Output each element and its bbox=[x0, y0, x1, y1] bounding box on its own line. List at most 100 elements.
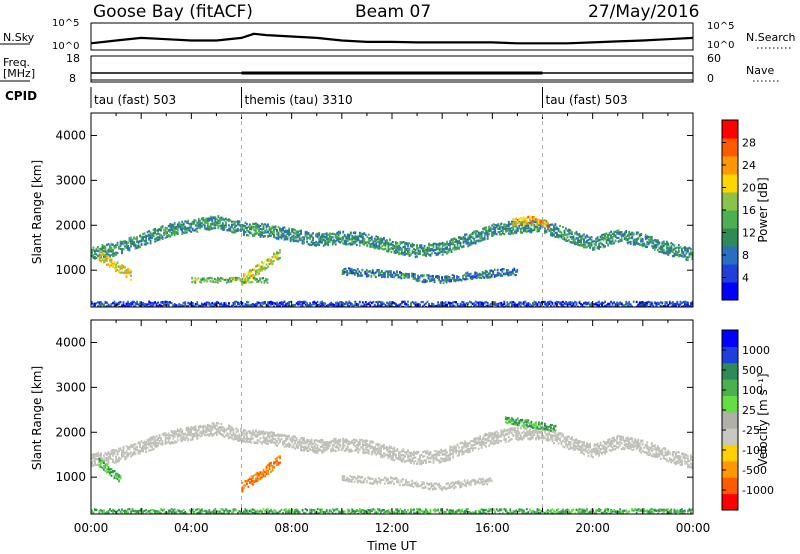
power-echo-cell bbox=[691, 252, 693, 255]
power-echo-cell bbox=[481, 271, 484, 274]
power-echo-cell bbox=[208, 227, 211, 230]
power-echo-cell bbox=[104, 259, 107, 262]
velocity-echo-cell bbox=[130, 445, 132, 448]
power-echo-cell bbox=[536, 228, 539, 231]
power-echo-cell bbox=[553, 305, 555, 307]
power-echo-cell bbox=[684, 249, 686, 252]
power-echo-cell bbox=[243, 229, 245, 232]
power-echo-cell bbox=[164, 300, 167, 303]
power-echo-cell bbox=[131, 243, 134, 246]
cpid-modes: tau (fast) 503 themis (tau) 3310 tau (fast… bbox=[94, 87, 628, 108]
power-echo-cell bbox=[258, 228, 260, 231]
power-echo-cell bbox=[292, 231, 295, 234]
power-echo-cell bbox=[551, 301, 554, 304]
power-colorbar-label-3: 16 bbox=[742, 204, 756, 217]
power-echo-cell bbox=[297, 233, 299, 236]
power-echo-cell bbox=[578, 240, 581, 243]
power-echo-cell bbox=[539, 227, 542, 230]
velocity-echo-cell bbox=[134, 443, 137, 446]
power-echo-cell bbox=[142, 301, 144, 305]
power-echo-cell bbox=[538, 227, 540, 230]
power-echo-cell bbox=[485, 231, 488, 234]
power-echo-cell bbox=[224, 226, 227, 229]
cpid-mode-2: tau (fast) 503 bbox=[546, 93, 628, 107]
power-echo-cell bbox=[640, 244, 643, 247]
power-echo-cell bbox=[611, 236, 614, 239]
power-echo-cell bbox=[495, 233, 498, 236]
power-echo-cell bbox=[647, 243, 650, 246]
power-echo-cell bbox=[484, 273, 487, 276]
power-echo-cell bbox=[157, 238, 159, 241]
power-echo-cell bbox=[505, 272, 508, 275]
power-echo-cell bbox=[497, 224, 500, 227]
power-echo-cell bbox=[367, 233, 370, 236]
power-echo-cell bbox=[140, 238, 143, 241]
power-echo-cell bbox=[512, 232, 515, 235]
power-echo-cell bbox=[449, 301, 451, 305]
power-echo-cell bbox=[316, 305, 319, 307]
power-echo-cell bbox=[172, 227, 175, 230]
power-echo-cell bbox=[407, 300, 409, 303]
power-echo-cell bbox=[687, 301, 689, 304]
power-echo-cell bbox=[569, 303, 572, 306]
power-echo-cell bbox=[575, 233, 578, 236]
power-echo-cell bbox=[205, 304, 208, 307]
power-echo-cell bbox=[179, 228, 182, 231]
power-echo-cell bbox=[246, 277, 248, 280]
power-echo-cell bbox=[354, 240, 357, 243]
power-echo-cell bbox=[369, 304, 372, 307]
power-echo-cell bbox=[563, 230, 566, 233]
velocity-echo-cell bbox=[92, 463, 95, 466]
power-echo-cell bbox=[650, 245, 653, 248]
power-echo-cell bbox=[256, 303, 259, 307]
power-echo-cell bbox=[554, 301, 557, 304]
power-echo-cell bbox=[157, 304, 159, 307]
power-echo-cell bbox=[247, 225, 250, 228]
power-echo-cell bbox=[137, 240, 140, 243]
power-echo-cell bbox=[681, 301, 683, 305]
power-echo-cell bbox=[350, 268, 353, 271]
power-echo-cell bbox=[261, 234, 263, 237]
power-echo-cell bbox=[401, 248, 403, 251]
power-echo-cell bbox=[167, 234, 170, 237]
power-echo-cell bbox=[203, 225, 206, 228]
power-echo-cell bbox=[110, 248, 113, 252]
power-echo-cell bbox=[456, 239, 459, 242]
power-echo-cell bbox=[592, 248, 594, 251]
power-echo-cell bbox=[402, 273, 404, 276]
power-echo-cell bbox=[458, 240, 460, 243]
power-echo-cell bbox=[542, 225, 545, 228]
power-echo-cell bbox=[286, 236, 289, 239]
power-echo-cell bbox=[276, 251, 278, 254]
power-echo-cell bbox=[139, 305, 141, 307]
power-echo-cell bbox=[379, 274, 382, 277]
power-echo-cell bbox=[151, 233, 153, 236]
power-echo-cell bbox=[637, 305, 640, 307]
power-echo-cell bbox=[158, 238, 161, 241]
power-echo-cell bbox=[462, 304, 465, 307]
cpid-row: CPID tau (fast) 503 themis (tau) 3310 tau … bbox=[5, 87, 628, 108]
power-echo-cell bbox=[623, 231, 626, 234]
velocity-echo-cell bbox=[118, 460, 120, 463]
power-echo-cell bbox=[462, 237, 465, 240]
power-echo-cell bbox=[258, 263, 260, 266]
power-echo-cell bbox=[234, 226, 236, 229]
power-echo-cell bbox=[577, 233, 579, 236]
power-echo-cell bbox=[611, 242, 614, 245]
power-echo-cell bbox=[116, 265, 119, 268]
power-echo-cell bbox=[385, 270, 388, 273]
power-echo-cell bbox=[544, 300, 546, 303]
power-echo-cell bbox=[241, 302, 244, 305]
power-echo-cell bbox=[584, 243, 587, 247]
power-echo-cell bbox=[310, 244, 313, 247]
power-echo-cell bbox=[167, 229, 170, 232]
power-echo-cell bbox=[146, 234, 149, 237]
power-echo-cell bbox=[560, 231, 563, 234]
power-echo-cell bbox=[285, 236, 287, 239]
power-echo-cell bbox=[614, 230, 617, 233]
power-echo-cell bbox=[372, 246, 375, 249]
power-echo-cell bbox=[399, 252, 402, 255]
power-echo-cell bbox=[330, 238, 333, 242]
power-echo-cell bbox=[238, 224, 241, 227]
power-echo-cell bbox=[607, 238, 609, 242]
